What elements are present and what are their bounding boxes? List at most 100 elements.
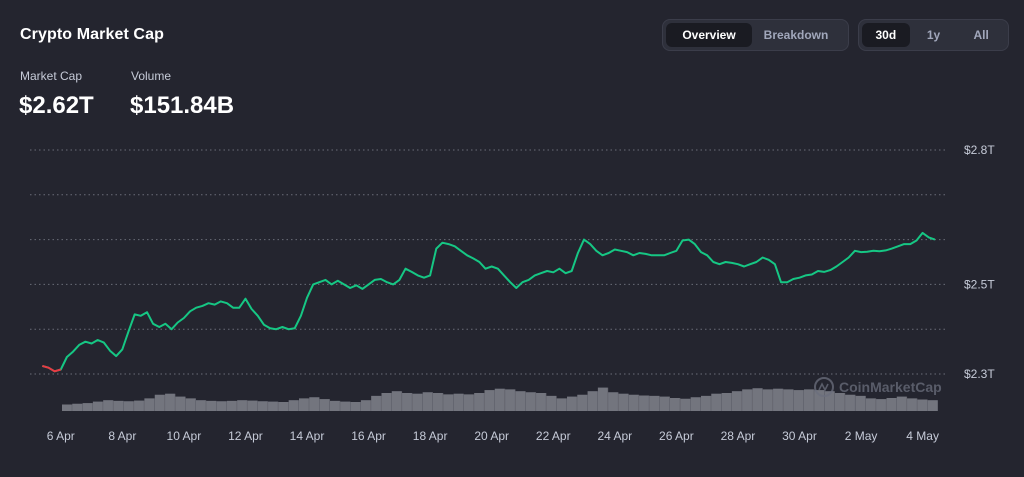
volume-bar bbox=[773, 388, 783, 411]
volume-bar bbox=[886, 398, 897, 411]
volume-bar bbox=[546, 395, 557, 411]
volume-bar bbox=[814, 390, 824, 411]
volume-bar bbox=[82, 403, 93, 411]
volume-bar bbox=[412, 393, 423, 411]
volume-bar bbox=[463, 394, 474, 411]
volume-bar bbox=[505, 389, 515, 411]
volume-bar bbox=[247, 400, 258, 411]
volume-bar bbox=[834, 393, 845, 411]
volume-bar bbox=[371, 395, 381, 411]
volume-bar bbox=[165, 393, 175, 411]
y-tick-label: $2.8T bbox=[964, 143, 995, 157]
range-30d[interactable]: 30d bbox=[862, 23, 910, 47]
x-tick-label: 26 Apr bbox=[659, 429, 694, 443]
volume-bar bbox=[268, 401, 278, 411]
market-cap-series-down bbox=[42, 364, 62, 373]
volume-bar bbox=[196, 400, 206, 411]
volume-bar bbox=[701, 395, 711, 411]
volume-bar bbox=[608, 392, 618, 411]
volume-bar bbox=[391, 391, 402, 411]
market-cap-label: Market Cap bbox=[20, 69, 83, 83]
volume-bar bbox=[670, 398, 680, 411]
range-all[interactable]: All bbox=[973, 28, 989, 42]
x-tick-label: 18 Apr bbox=[413, 429, 448, 443]
range-toggle: 30d 1y All bbox=[858, 19, 1009, 51]
volume-bar bbox=[402, 393, 412, 411]
volume-bar bbox=[804, 389, 814, 411]
volume-bar bbox=[793, 390, 804, 411]
volume-bar bbox=[92, 401, 103, 411]
volume-bar bbox=[330, 400, 340, 411]
volume-bar bbox=[896, 396, 907, 411]
x-tick-label: 10 Apr bbox=[167, 429, 202, 443]
volume-bar bbox=[680, 398, 691, 411]
watermark-text: CoinMarketCap bbox=[839, 379, 942, 395]
volume-bar bbox=[515, 391, 526, 411]
volume-bar bbox=[360, 400, 371, 411]
page-title: Crypto Market Cap bbox=[20, 26, 164, 43]
volume-bar bbox=[185, 398, 196, 411]
chart-gridlines bbox=[30, 149, 948, 375]
volume-bar bbox=[206, 400, 216, 411]
volume-bar bbox=[690, 397, 701, 411]
volume-bar bbox=[865, 398, 876, 411]
volume-bar bbox=[278, 402, 289, 411]
volume-bar bbox=[824, 391, 835, 411]
x-tick-label: 14 Apr bbox=[290, 429, 325, 443]
x-tick-label: 12 Apr bbox=[228, 429, 263, 443]
volume-bar bbox=[175, 396, 186, 411]
volume-bar bbox=[525, 392, 536, 411]
volume-bar bbox=[443, 394, 453, 411]
volume-bar bbox=[319, 399, 330, 411]
volume-bar bbox=[659, 396, 670, 411]
volume-bar bbox=[907, 398, 917, 411]
volume-bar bbox=[453, 393, 464, 411]
volume-bar bbox=[72, 403, 82, 411]
volume-bar bbox=[113, 400, 124, 411]
volume-bar bbox=[103, 400, 113, 411]
volume-label: Volume bbox=[131, 69, 172, 83]
market-cap-value: $2.62T bbox=[19, 92, 94, 119]
tab-breakdown[interactable]: Breakdown bbox=[763, 28, 829, 42]
view-toggle: Overview Breakdown bbox=[662, 19, 849, 51]
volume-bar bbox=[845, 394, 855, 411]
volume-bar bbox=[567, 396, 577, 411]
x-tick-label: 6 Apr bbox=[47, 429, 75, 443]
range-1y[interactable]: 1y bbox=[926, 28, 941, 42]
volume-bar bbox=[752, 388, 763, 411]
volume-bar bbox=[433, 393, 443, 411]
volume-bar bbox=[422, 392, 433, 411]
y-tick-label: $2.5T bbox=[964, 277, 995, 291]
y-axis: $2.8T $2.5T $2.3T bbox=[964, 143, 995, 381]
x-tick-label: 4 May bbox=[906, 429, 939, 443]
volume-bar bbox=[783, 389, 794, 411]
volume-bar bbox=[216, 401, 227, 411]
volume-bar bbox=[927, 400, 938, 411]
x-tick-label: 24 Apr bbox=[597, 429, 632, 443]
volume-bar bbox=[350, 402, 361, 411]
volume-bar bbox=[731, 391, 742, 411]
volume-bar bbox=[711, 393, 721, 411]
volume-bar bbox=[381, 393, 392, 411]
volume-bar bbox=[855, 395, 866, 411]
x-tick-label: 22 Apr bbox=[536, 429, 571, 443]
x-tick-label: 8 Apr bbox=[108, 429, 136, 443]
volume-bar bbox=[628, 394, 639, 411]
tab-overview[interactable]: Overview bbox=[666, 23, 752, 47]
volume-bar bbox=[257, 401, 268, 411]
y-tick-label: $2.3T bbox=[964, 367, 995, 381]
volume-bar bbox=[618, 393, 629, 411]
volume-bar bbox=[556, 398, 567, 411]
volume-bar bbox=[597, 387, 608, 411]
volume-bar bbox=[484, 390, 495, 411]
volume-bar bbox=[649, 395, 660, 411]
volume-bar bbox=[123, 401, 134, 411]
volume-bar bbox=[62, 404, 72, 411]
market-cap-line bbox=[42, 231, 936, 373]
volume-bar bbox=[721, 393, 732, 411]
volume-bar bbox=[134, 400, 144, 411]
volume-bar bbox=[587, 391, 598, 411]
volume-bar bbox=[340, 401, 350, 411]
volume-bar bbox=[309, 397, 319, 411]
